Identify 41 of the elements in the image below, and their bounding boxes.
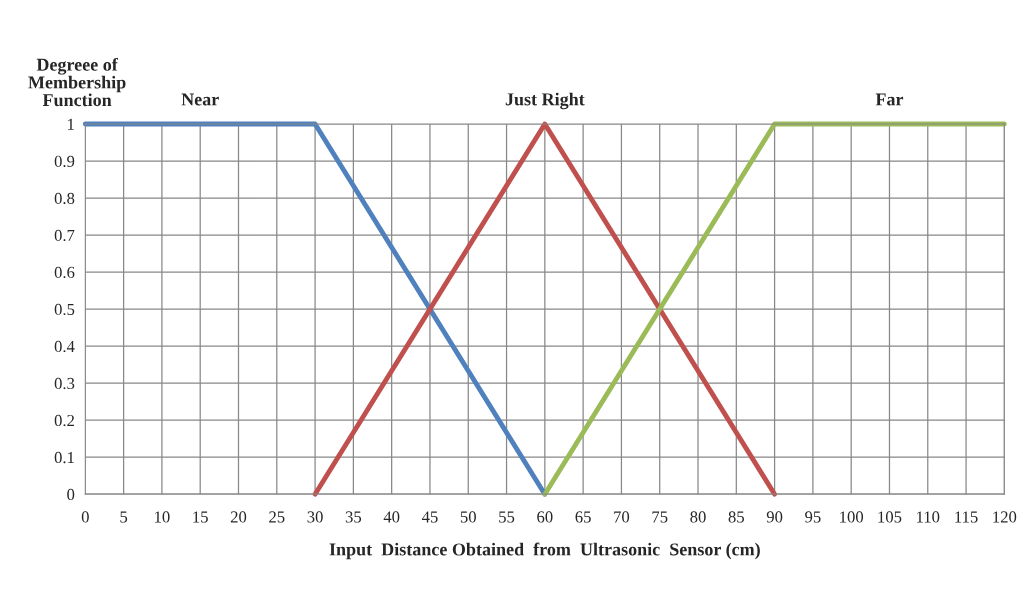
- y-tick-label: 0.6: [54, 266, 75, 279]
- x-tick-label: 115: [955, 511, 978, 523]
- series-label: Just Right: [505, 92, 585, 110]
- x-tick-label: 80: [690, 511, 706, 523]
- y-tick-label: 0: [67, 488, 75, 501]
- x-tick-label: 65: [575, 511, 591, 523]
- x-tick-label: 20: [230, 511, 247, 523]
- x-tick-label: 50: [460, 511, 476, 523]
- y-tick-label: 0.1: [54, 451, 74, 464]
- x-tick-label: 45: [421, 511, 438, 523]
- x-tick-label: 120: [993, 511, 1017, 523]
- x-tick-label: 100: [840, 511, 864, 523]
- y-tick-label: 0.8: [54, 192, 75, 205]
- y-tick-label: 0.2: [54, 414, 74, 427]
- x-tick-label: 25: [269, 511, 285, 523]
- x-tick-label: 0: [81, 511, 89, 523]
- x-tick-label: 90: [766, 511, 783, 523]
- x-tick-label: 70: [614, 511, 630, 523]
- y-tick-label: 0.7: [54, 229, 75, 242]
- x-tick-label: 15: [193, 511, 208, 523]
- x-tick-label: 110: [917, 511, 940, 523]
- series-label: Far: [875, 93, 904, 106]
- x-tick-label: 95: [805, 511, 821, 523]
- x-tick-label: 10: [155, 511, 170, 523]
- x-tick-label: 60: [537, 511, 553, 523]
- y-axis-title: Degreee of Membership Function: [28, 57, 126, 107]
- x-tick-label: 105: [878, 511, 902, 523]
- x-tick-label: 30: [307, 511, 323, 523]
- x-tick-label: 5: [120, 511, 128, 523]
- x-tick-label: 55: [499, 511, 515, 523]
- x-tick-label: 85: [728, 511, 744, 523]
- y-tick-label: 0.9: [54, 155, 75, 168]
- series-label: Near: [181, 93, 219, 106]
- y-tick-label: 0.4: [54, 340, 75, 353]
- y-tick-label: 0.3: [54, 377, 75, 390]
- x-tick-label: 35: [345, 511, 362, 523]
- y-tick-label: 1: [68, 118, 74, 130]
- x-axis-title: Input Distance Obtained from Ultrasonic Sensor (cm): [329, 542, 760, 560]
- y-tick-label: 0.5: [54, 303, 75, 316]
- x-tick-label: 40: [383, 511, 400, 523]
- x-tick-label: 75: [652, 511, 668, 523]
